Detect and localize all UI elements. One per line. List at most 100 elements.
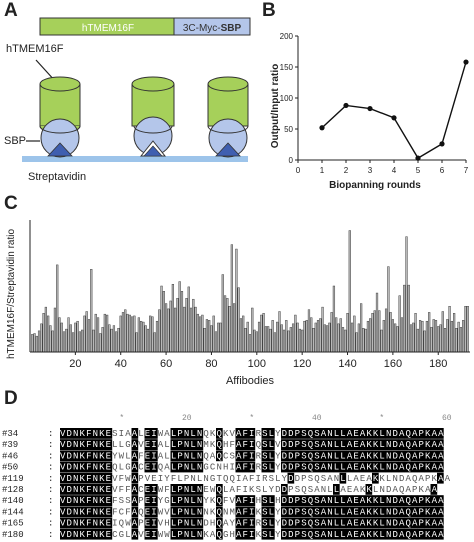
chart-c-bar [53, 307, 57, 353]
alignment-cell-highlight [411, 528, 418, 540]
alignment-cell-highlight [437, 495, 444, 506]
chart-c-bar [167, 308, 170, 353]
chart-c-bar [103, 313, 106, 353]
chart-c-bar [437, 326, 440, 353]
alignment-cell-highlight [105, 461, 113, 473]
alignment-cell-highlight [196, 428, 204, 439]
alignment-cell-highlight [326, 495, 334, 506]
chart-c-bar [260, 314, 263, 353]
alignment-cell-highlight [151, 517, 158, 529]
alignment-cell-highlight [411, 428, 418, 439]
alignment-cell-highlight [326, 428, 334, 439]
alignment-cell-highlight [378, 461, 386, 473]
alignment-cell-highlight [242, 506, 249, 518]
alignment-cell-highlight [339, 495, 347, 506]
alignment-cell-highlight [430, 506, 438, 518]
chart-c-bar [350, 322, 354, 353]
chart-c-bar [35, 335, 38, 353]
alignment-cell-highlight [79, 484, 87, 495]
chart-b-ytick-label: 150 [280, 63, 294, 72]
alignment-cell-highlight [131, 450, 139, 462]
chart-c-ylabel: hTMEM16F/Streptavidin ratio [6, 229, 17, 359]
alignment-cell-highlight [398, 428, 405, 439]
chart-c-bar [323, 324, 326, 353]
chart-c-bar [194, 306, 197, 353]
chart-c-bar [407, 284, 410, 353]
chart-c-bar [248, 334, 252, 353]
alignment-cell-highlight [170, 428, 178, 439]
alignment-cell-highlight [99, 428, 106, 439]
chart-c-xtick-label: 80 [205, 358, 217, 370]
alignment-cell-highlight [398, 450, 405, 462]
chart-c-bar [439, 324, 442, 353]
alignment-cell-highlight [131, 439, 139, 450]
chart-c-bar [115, 331, 118, 353]
alignment-cell-highlight [248, 428, 256, 439]
chart-c-bar [264, 326, 267, 353]
alignment-cell-highlight [105, 528, 113, 540]
alignment-row-separator: : [48, 507, 53, 517]
alignment-cell-highlight [320, 506, 327, 518]
alignment-cell-highlight [326, 461, 334, 473]
alignment-cell-highlight [196, 461, 204, 473]
chart-c-bar [405, 236, 408, 353]
alignment-cell-highlight [352, 495, 360, 506]
chart-c-bar [78, 331, 82, 353]
alignment-cell-highlight [359, 461, 366, 473]
alignment-cell-highlight [326, 450, 334, 462]
alignment-cell-highlight [92, 506, 100, 518]
alignment-cell-highlight [79, 495, 87, 506]
label-htmem16f: hTMEM16F [6, 43, 64, 55]
alignment-cell-highlight [326, 506, 334, 518]
chart-c-bar [269, 328, 272, 353]
chart-c-bar [49, 325, 52, 353]
alignment-cell-highlight [417, 450, 425, 462]
alignment-cell-highlight [430, 428, 438, 439]
alignment-cell-highlight [86, 450, 93, 462]
alignment-cell-highlight [99, 506, 106, 518]
chart-c-bar [76, 320, 79, 353]
alignment-cell-highlight [242, 495, 249, 506]
chart-c-bar [348, 230, 351, 353]
alignment-row-separator: : [48, 496, 53, 506]
alignment-cell-highlight [190, 428, 197, 439]
panel-d-alignment: * 20 * 40 * 60 #34: VDNKFNKESIAALEIWALPNLNQKQKV… [2, 414, 452, 540]
alignment-cell-highlight [151, 450, 158, 462]
alignment-cell-highlight [385, 450, 392, 462]
chart-c-bar [335, 317, 338, 353]
chart-c-bar [375, 292, 379, 353]
alignment-cell-highlight [307, 506, 314, 518]
alignment-cell-highlight [144, 484, 152, 495]
alignment-cell-highlight [60, 450, 67, 462]
chart-c-bar [255, 331, 258, 353]
alignment-cell-highlight [346, 528, 353, 540]
alignment-cell-highlight [391, 450, 399, 462]
protein-3 [207, 76, 249, 158]
chart-c-bar [187, 286, 190, 353]
alignment-cell-highlight [144, 495, 152, 506]
alignment-cell-highlight [216, 517, 223, 529]
chart-c-bar [137, 317, 140, 353]
alignment-cell-highlight [73, 484, 80, 495]
chart-c-bar [355, 332, 358, 353]
alignment-cell-highlight [86, 528, 93, 540]
alignment-cell-highlight [411, 506, 418, 518]
chart-c-bar [443, 328, 447, 353]
alignment-cell-highlight [424, 439, 431, 450]
alignment-row-id: #39 [2, 440, 18, 450]
alignment-cell-highlight [268, 439, 275, 450]
alignment-cell-highlight [339, 506, 347, 518]
alignment-cell-highlight [151, 506, 158, 518]
chart-c-xtick-label: 100 [248, 358, 266, 370]
chart-c-bar [244, 328, 247, 353]
chart-c-bar [418, 320, 422, 353]
alignment-cell-highlight [333, 450, 340, 462]
alignment-cell-highlight [73, 528, 80, 540]
chart-c-bar [108, 324, 111, 353]
alignment-cell-highlight [66, 495, 74, 506]
alignment-cell-highlight [105, 428, 113, 439]
alignment-cell-highlight [411, 461, 418, 473]
alignment-cell-highlight [359, 517, 366, 529]
alignment-cell-highlight [391, 439, 399, 450]
chart-b-xtick-label: 0 [296, 166, 301, 175]
